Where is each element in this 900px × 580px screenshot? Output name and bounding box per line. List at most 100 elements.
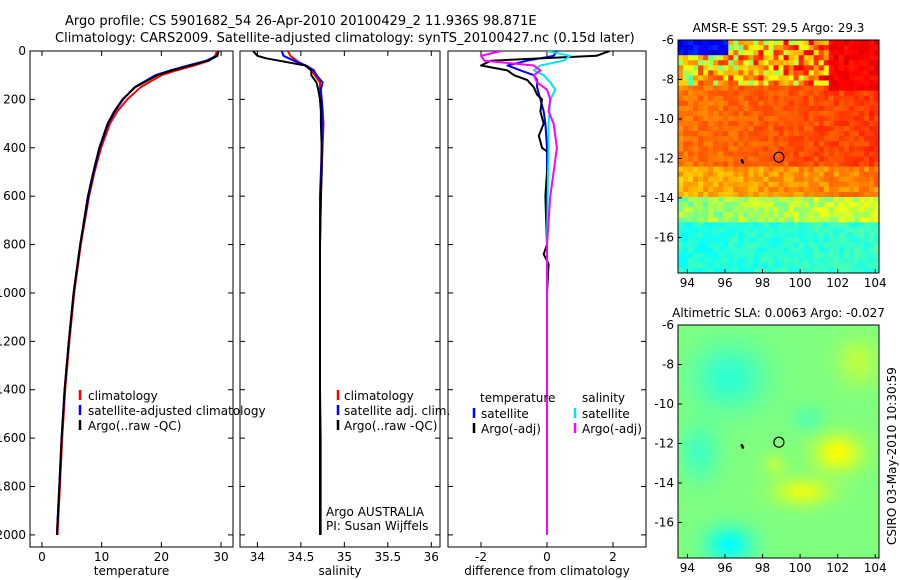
sst_map-cell bbox=[788, 242, 795, 249]
sla_map-cell bbox=[814, 379, 820, 384]
sst_map-cell bbox=[788, 100, 795, 107]
sla_map-cell bbox=[814, 453, 820, 459]
sla_map-cell bbox=[730, 395, 735, 401]
sst_map-cell bbox=[773, 60, 780, 66]
sla_map-cell bbox=[834, 474, 840, 480]
sla_map-cell bbox=[806, 374, 812, 380]
sla_map-cell bbox=[830, 499, 836, 505]
sla_map-cell bbox=[850, 325, 856, 330]
sla_map-cell bbox=[798, 349, 804, 355]
sla_map-cell bbox=[746, 495, 751, 501]
sla_map-cell bbox=[830, 437, 836, 443]
sst_map-cell bbox=[873, 110, 879, 117]
sla_map-cell bbox=[734, 462, 739, 468]
sla_map-cell bbox=[754, 516, 759, 522]
sst_map-cell bbox=[828, 50, 835, 56]
sst_map-cell bbox=[873, 60, 879, 66]
sla_map-cell bbox=[758, 383, 764, 389]
sst_map-cell bbox=[793, 247, 800, 254]
sst_map-cell bbox=[718, 95, 724, 102]
sla_map-cell bbox=[814, 358, 820, 364]
sla_map-cell bbox=[690, 470, 695, 476]
sla_map-cell bbox=[834, 416, 840, 422]
sst_map-cell bbox=[703, 186, 709, 193]
sla_map-cell bbox=[850, 429, 856, 434]
sla_map-cell bbox=[858, 366, 864, 372]
sla_map-cell bbox=[858, 424, 864, 430]
sla_map-cell bbox=[838, 499, 844, 505]
sst_map-cell bbox=[723, 262, 729, 269]
sst_map-cell bbox=[783, 151, 790, 158]
sla_map-cell bbox=[874, 345, 879, 351]
sla_map-cell bbox=[822, 337, 828, 343]
sla_map-cell bbox=[718, 424, 723, 430]
sla_map-cell bbox=[794, 412, 800, 418]
sla_map-cell bbox=[834, 466, 840, 472]
sla_map-cell bbox=[714, 341, 719, 347]
sla_map-cell bbox=[730, 408, 735, 413]
sla_map-cell bbox=[770, 370, 776, 376]
sla_map-cell bbox=[786, 374, 792, 380]
sst_map-cell bbox=[738, 242, 744, 249]
sst_map-cell bbox=[768, 80, 775, 87]
sla_map-cell bbox=[758, 374, 764, 380]
sst_map-cell bbox=[833, 181, 840, 188]
sla_map-cell bbox=[738, 420, 743, 426]
sla_map-cell bbox=[846, 453, 852, 459]
sla_map-cell bbox=[702, 433, 707, 438]
sst_map-cell bbox=[678, 40, 684, 46]
sst_map-cell bbox=[848, 166, 855, 173]
sla_map-cell bbox=[802, 433, 808, 438]
sst_map-cell bbox=[758, 80, 765, 87]
sst_map-cell bbox=[823, 65, 830, 71]
sla_map-cell bbox=[858, 362, 864, 368]
sla_map-cell bbox=[774, 449, 780, 455]
sla_map-cell bbox=[838, 429, 844, 434]
sla_map-cell bbox=[786, 524, 792, 530]
sla_map-cell bbox=[750, 549, 755, 555]
sla_map-cell bbox=[870, 391, 876, 397]
sla_map-cell bbox=[858, 433, 864, 438]
sla_map-cell bbox=[870, 553, 876, 558]
sla_map-cell bbox=[754, 470, 759, 476]
sst_map-cell bbox=[873, 40, 879, 46]
sla_map-cell bbox=[730, 412, 735, 418]
sla_map-cell bbox=[794, 325, 800, 330]
sst_map-cell bbox=[863, 40, 870, 46]
sla_map-cell bbox=[842, 341, 848, 347]
sla_map-cell bbox=[774, 549, 780, 555]
sla_map-cell bbox=[798, 516, 804, 522]
sla_map-cell bbox=[718, 453, 723, 459]
sst_map-cell bbox=[773, 156, 780, 163]
sla_map-cell bbox=[754, 512, 759, 517]
sst_map-cell bbox=[693, 115, 699, 122]
sla_map-cell bbox=[718, 537, 723, 542]
sla_map-cell bbox=[818, 549, 824, 555]
sla_map-cell bbox=[778, 329, 784, 334]
sst_map-cell bbox=[743, 207, 749, 213]
sst_map-cell bbox=[858, 85, 865, 92]
sla_map-cell bbox=[818, 337, 824, 343]
sla_map-cell bbox=[870, 395, 876, 401]
sla_map-cell bbox=[846, 441, 852, 447]
sla_map-cell bbox=[826, 537, 832, 542]
sst_map-cell bbox=[713, 166, 719, 173]
sst_map-cell bbox=[843, 186, 850, 193]
sla_map-cell bbox=[762, 374, 768, 380]
sla_map-cell bbox=[830, 462, 836, 468]
sla_map-cell bbox=[778, 528, 784, 534]
sla_map-cell bbox=[846, 516, 852, 522]
sst_map-cell bbox=[818, 247, 825, 254]
sla_map-cell bbox=[810, 379, 816, 384]
sla_map-cell bbox=[746, 437, 751, 443]
sst_map-cell bbox=[818, 202, 825, 208]
sst_map-cell bbox=[758, 156, 765, 163]
sst_map-cell bbox=[783, 141, 790, 147]
sla_map-cell bbox=[742, 516, 747, 522]
sst_map-cell bbox=[858, 232, 865, 239]
sla_map-cell bbox=[734, 366, 739, 372]
sla_map-cell bbox=[754, 528, 759, 534]
sla_map-cell bbox=[794, 470, 800, 476]
sst_map-cell bbox=[713, 262, 719, 269]
sst_map-cell bbox=[743, 131, 749, 137]
